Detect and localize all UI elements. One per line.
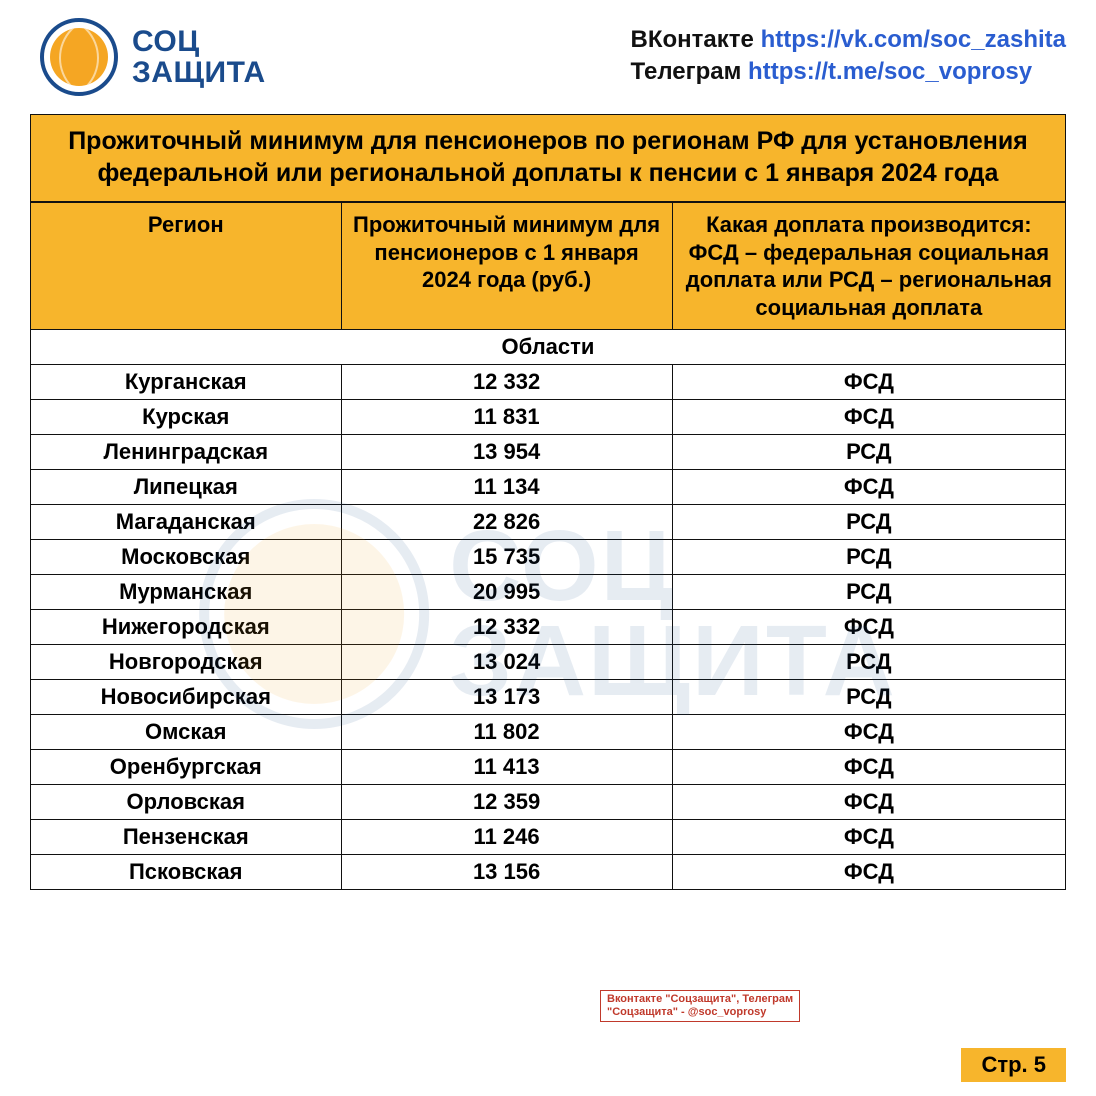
col-region: Регион: [31, 203, 342, 330]
table-row: Пензенская11 246ФСД: [31, 820, 1066, 855]
page-number: Стр. 5: [961, 1048, 1066, 1082]
cell-region: Нижегородская: [31, 610, 342, 645]
logo-text: СОЦ ЗАЩИТА: [132, 26, 266, 89]
tg-label: Телеграм: [631, 58, 749, 85]
table-row: Оренбургская11 413ФСД: [31, 750, 1066, 785]
cell-type: РСД: [672, 645, 1065, 680]
table-row: Магаданская22 826РСД: [31, 505, 1066, 540]
cell-region: Курская: [31, 400, 342, 435]
title-band: Прожиточный минимум для пенсионеров по р…: [30, 114, 1066, 202]
table-row: Московская15 735РСД: [31, 540, 1066, 575]
cell-value: 12 332: [341, 610, 672, 645]
cell-type: РСД: [672, 505, 1065, 540]
cell-type: РСД: [672, 680, 1065, 715]
cell-region: Новгородская: [31, 645, 342, 680]
cell-type: ФСД: [672, 855, 1065, 890]
cell-value: 11 134: [341, 470, 672, 505]
table-row: Ленинградская13 954РСД: [31, 435, 1066, 470]
table-row: Новосибирская13 173РСД: [31, 680, 1066, 715]
cell-type: ФСД: [672, 715, 1065, 750]
logo: СОЦ ЗАЩИТА: [40, 18, 266, 96]
table-row: Липецкая11 134ФСД: [31, 470, 1066, 505]
cell-type: РСД: [672, 540, 1065, 575]
section-label: Области: [31, 330, 1066, 365]
cell-type: ФСД: [672, 820, 1065, 855]
cell-value: 13 173: [341, 680, 672, 715]
footnote: Вконтакте "Соцзащита", Телеграм "Соцзащи…: [600, 990, 800, 1022]
cell-region: Магаданская: [31, 505, 342, 540]
cell-region: Курганская: [31, 365, 342, 400]
cell-region: Липецкая: [31, 470, 342, 505]
cell-value: 13 954: [341, 435, 672, 470]
cell-value: 12 359: [341, 785, 672, 820]
cell-region: Оренбургская: [31, 750, 342, 785]
cell-value: 11 246: [341, 820, 672, 855]
cell-value: 12 332: [341, 365, 672, 400]
table-row: Омская11 802ФСД: [31, 715, 1066, 750]
table-row: Курганская12 332ФСД: [31, 365, 1066, 400]
cell-value: 15 735: [341, 540, 672, 575]
social-links: ВКонтакте https://vk.com/soc_zashita Тел…: [631, 18, 1066, 89]
cell-value: 11 802: [341, 715, 672, 750]
cell-type: ФСД: [672, 400, 1065, 435]
cell-region: Мурманская: [31, 575, 342, 610]
cell-type: ФСД: [672, 365, 1065, 400]
cell-type: ФСД: [672, 470, 1065, 505]
col-type: Какая доплата производится: ФСД – федера…: [672, 203, 1065, 330]
section-row: Области: [31, 330, 1066, 365]
globe-icon: [40, 18, 118, 96]
cell-value: 13 024: [341, 645, 672, 680]
header: СОЦ ЗАЩИТА ВКонтакте https://vk.com/soc_…: [0, 0, 1096, 106]
tg-link[interactable]: https://t.me/soc_voprosy: [748, 58, 1032, 85]
table-row: Псковская13 156ФСД: [31, 855, 1066, 890]
cell-value: 13 156: [341, 855, 672, 890]
cell-value: 11 831: [341, 400, 672, 435]
cell-region: Псковская: [31, 855, 342, 890]
cell-value: 20 995: [341, 575, 672, 610]
cell-region: Ленинградская: [31, 435, 342, 470]
table-row: Нижегородская12 332ФСД: [31, 610, 1066, 645]
table-row: Мурманская20 995РСД: [31, 575, 1066, 610]
cell-region: Омская: [31, 715, 342, 750]
cell-value: 22 826: [341, 505, 672, 540]
cell-type: ФСД: [672, 750, 1065, 785]
cell-region: Орловская: [31, 785, 342, 820]
vk-label: ВКонтакте: [631, 26, 761, 53]
cell-type: ФСД: [672, 610, 1065, 645]
table-row: Новгородская13 024РСД: [31, 645, 1066, 680]
vk-link[interactable]: https://vk.com/soc_zashita: [761, 26, 1066, 53]
cell-type: ФСД: [672, 785, 1065, 820]
cell-value: 11 413: [341, 750, 672, 785]
table-row: Орловская12 359ФСД: [31, 785, 1066, 820]
cell-type: РСД: [672, 435, 1065, 470]
cell-region: Московская: [31, 540, 342, 575]
col-value: Прожиточный минимум для пенсионеров с 1 …: [341, 203, 672, 330]
cell-region: Новосибирская: [31, 680, 342, 715]
cell-region: Пензенская: [31, 820, 342, 855]
table-header-row: Регион Прожиточный минимум для пенсионер…: [31, 203, 1066, 330]
table-row: Курская11 831ФСД: [31, 400, 1066, 435]
data-table: Регион Прожиточный минимум для пенсионер…: [30, 202, 1066, 890]
cell-type: РСД: [672, 575, 1065, 610]
